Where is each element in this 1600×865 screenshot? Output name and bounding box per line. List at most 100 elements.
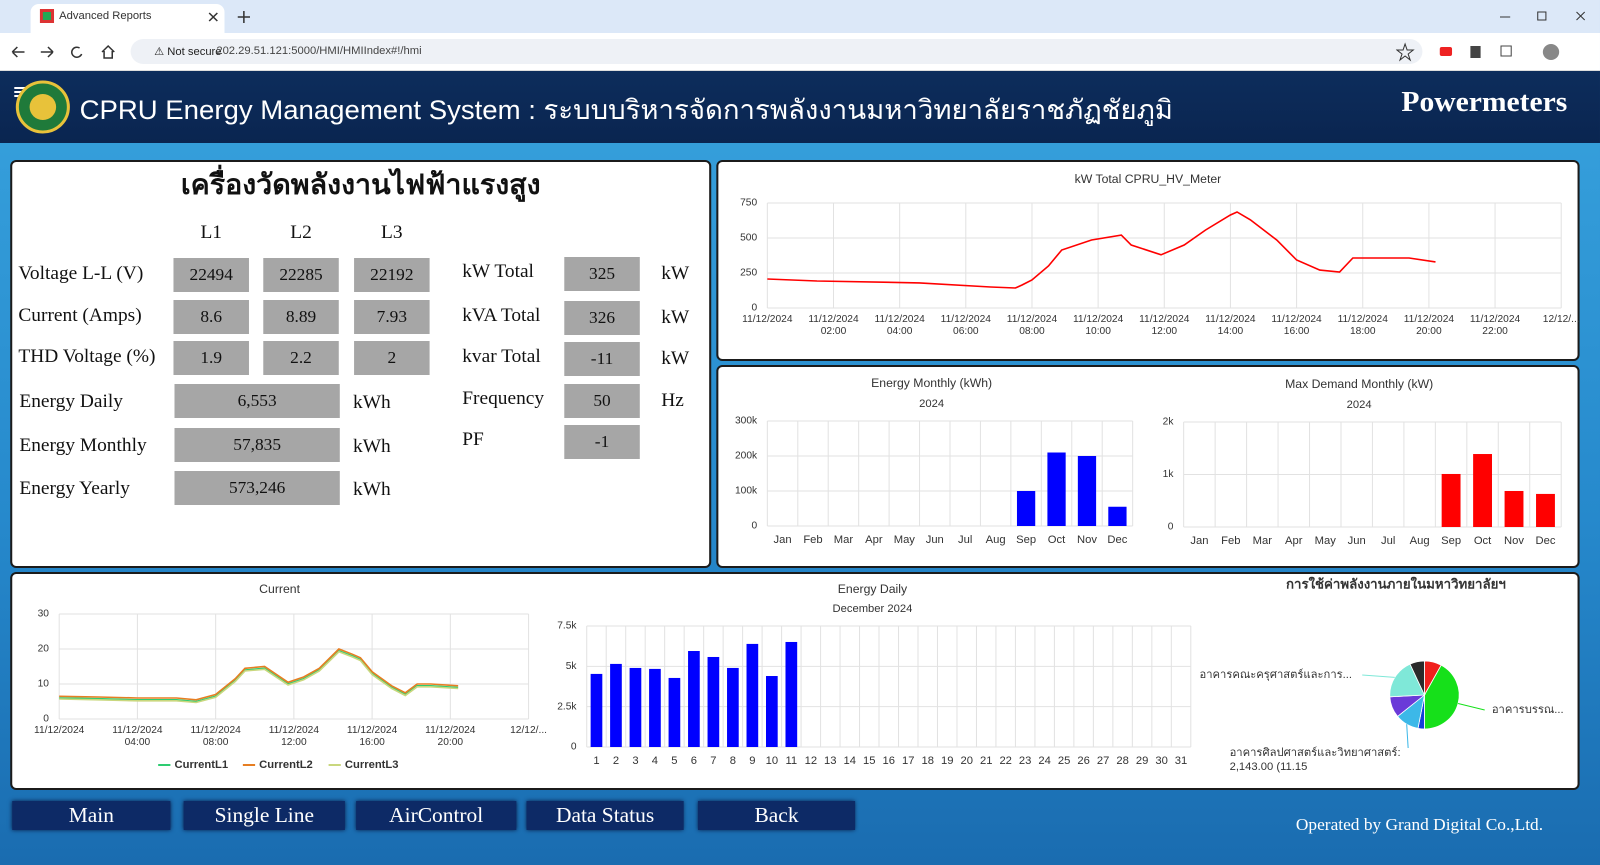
x-tick-label: 3 [632, 755, 638, 767]
x-tick-label: 11/12/2024 04:00 [112, 725, 162, 748]
x-tick-label: 7 [710, 755, 716, 767]
x-tick-label: 11/12/2024 08:00 [1006, 314, 1058, 337]
x-tick-label: 11/12/2024 04:00 [874, 314, 925, 337]
tab-title: Advanced Reports [59, 10, 152, 22]
x-tick-label: Jan [1190, 535, 1208, 547]
x-tick-label: Aug [1410, 535, 1430, 547]
x-tick-label-text: 11/12/2024 12:00 [1139, 314, 1190, 337]
x-tick-label: Mar [834, 534, 854, 546]
column-header: L2 [290, 222, 312, 243]
bottom-panel [10, 572, 1580, 790]
nav-button[interactable]: Data Status [526, 801, 684, 830]
x-tick-label: 31 [1175, 755, 1187, 767]
unit: Hz [661, 390, 684, 411]
series-line [59, 648, 459, 701]
x-tick-label: 19 [941, 755, 953, 767]
x-tick-label: 15 [863, 755, 875, 767]
x-tick-label-text: 11/12/2024 04:00 [874, 314, 925, 337]
x-tick-label: 18 [921, 755, 933, 767]
legend-label: CurrentL1 [174, 759, 228, 771]
x-tick-label: 11 [786, 755, 798, 767]
x-tick-label: 11/12/2024 12:00 [1139, 314, 1190, 337]
x-tick-label: 11/12/2024 22:00 [1470, 314, 1520, 337]
x-tick-label: 29 [1136, 755, 1148, 767]
series-line [59, 649, 459, 703]
security-indicator[interactable]: ⚠ Not secure [154, 46, 222, 58]
x-tick-label: Oct [1048, 534, 1065, 546]
tab[interactable] [30, 4, 225, 33]
bar [766, 676, 778, 747]
x-tick-label: 17 [902, 755, 914, 767]
x-tick-label: 24 [1038, 755, 1050, 767]
row-label: Energy Yearly [19, 478, 130, 499]
x-tick-label: Nov [1504, 535, 1524, 547]
bar [590, 673, 603, 747]
chart-title: Energy Monthly (kWh) [871, 376, 992, 390]
chart-title: kW Total CPRU_HV_Meter [1075, 172, 1222, 186]
x-tick-label: Feb [803, 534, 822, 546]
y-tick-label: 100k [735, 486, 758, 497]
x-tick-label-text: 11/12/2024 20:00 [1403, 314, 1455, 337]
chart-subtitle: 2024 [1347, 399, 1372, 411]
x-tick-label-text: 11/12/2024 16:00 [1271, 314, 1322, 337]
x-tick-label-text: 12/12/... [1542, 314, 1580, 325]
x-tick-label: Dec [1107, 534, 1127, 546]
bar [1504, 490, 1524, 527]
chart-title: Current [259, 582, 300, 596]
value-box: 8.6 [173, 300, 249, 334]
row-label: kvar Total [462, 346, 541, 367]
value-box: 2.2 [263, 341, 339, 375]
x-tick-label: 12 [805, 755, 817, 767]
header-title: CPRU Energy Management System : ระบบบริห… [79, 95, 1173, 125]
x-tick-label: 11/12/2024 14:00 [1205, 314, 1255, 337]
section-title: Powermeters [1401, 86, 1568, 118]
nav-button[interactable]: Single Line [183, 801, 345, 830]
nav-button[interactable]: Back [697, 801, 856, 830]
bar [1047, 452, 1066, 526]
x-tick-label-text: 11/12/2024 02:00 [808, 314, 859, 337]
row-label: Voltage L-L (V) [18, 263, 144, 284]
x-tick-label: Oct [1474, 535, 1491, 547]
x-tick-label-text: 11/12/2024 08:00 [1006, 314, 1058, 337]
x-tick-label: 23 [1019, 755, 1031, 767]
value-box: 57,835 [174, 428, 340, 462]
value-box: 325 [564, 257, 640, 291]
x-tick-label: 12/12/... [1542, 314, 1580, 325]
bar [1473, 454, 1492, 527]
toolbar-icons [1395, 42, 1560, 62]
x-tick-label: 1 [593, 755, 599, 767]
y-tick-label: 10 [38, 679, 50, 690]
pie-slice [1389, 663, 1426, 698]
x-tick-label-text: 11/12/2024 [742, 314, 793, 325]
bar [649, 668, 661, 747]
logo [14, 80, 70, 134]
nav-button[interactable]: AirControl [356, 801, 517, 830]
bar [1016, 491, 1036, 526]
tab-close[interactable] [206, 10, 220, 24]
value-box: 326 [564, 301, 640, 335]
value-box: 1.9 [173, 341, 249, 375]
x-tick-label: Nov [1077, 534, 1097, 546]
y-tick-label: 1k [1163, 469, 1175, 480]
legend-label: CurrentL2 [259, 759, 313, 771]
address-bar[interactable] [130, 39, 1423, 64]
security-text: Not secure [167, 46, 222, 58]
pie-slice [1424, 664, 1460, 730]
x-tick-label: May [1315, 535, 1337, 547]
bar [629, 667, 642, 747]
x-tick-label: 11/12/2024 20:00 [425, 725, 475, 748]
bar [727, 667, 739, 747]
chart-title: Max Demand Monthly (kW) [1285, 377, 1433, 391]
value-box: -1 [564, 425, 640, 459]
pie-slice [1409, 660, 1425, 696]
row-label: Current (Amps) [18, 305, 142, 326]
chart-subtitle: December 2024 [833, 603, 913, 615]
nav-icons[interactable] [8, 42, 120, 62]
nav-button[interactable]: Main [12, 801, 171, 830]
new-tab[interactable] [236, 9, 252, 25]
url[interactable]: 202.29.51.121:5000/HMI/HMIIndex#!/hmi [216, 45, 422, 57]
x-tick-label: Jul [958, 534, 972, 546]
x-tick-label: 27 [1097, 755, 1109, 767]
x-tick-label: 5 [671, 755, 677, 767]
